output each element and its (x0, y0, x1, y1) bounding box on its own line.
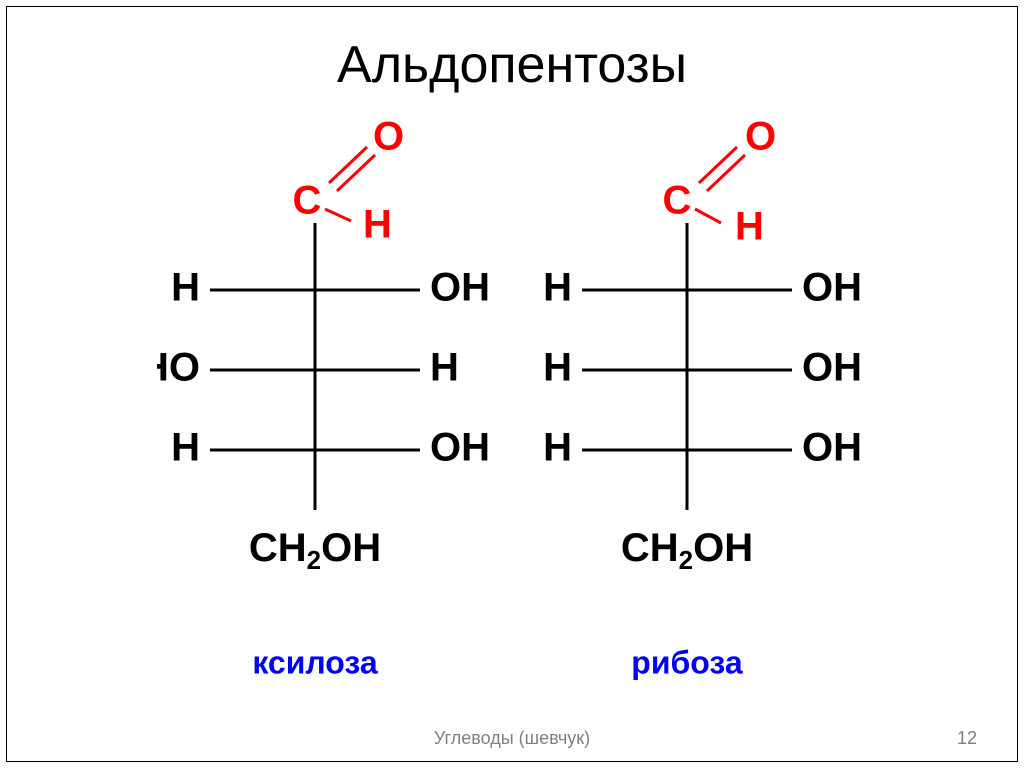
chem-svg: OCHHOHHOHHOHCH2OHксилозаOCHHOHHOHHOHCH2O… (157, 115, 881, 685)
svg-text:CH2OH: CH2OH (621, 526, 753, 575)
svg-text:OH: OH (430, 426, 490, 470)
slide-frame: Альдопентозы OCHHOHHOHHOHCH2OHксилозаOCH… (6, 6, 1018, 762)
svg-text:ксилоза: ксилоза (252, 644, 378, 680)
svg-text:O: O (745, 115, 776, 159)
svg-text:H: H (735, 205, 764, 249)
svg-text:H: H (363, 203, 392, 247)
svg-text:CH2OH: CH2OH (249, 526, 381, 575)
svg-text:OH: OH (802, 346, 862, 390)
page-title: Альдопентозы (7, 35, 1017, 95)
svg-text:O: O (373, 115, 404, 159)
svg-text:H: H (171, 426, 200, 470)
svg-text:OH: OH (802, 266, 862, 310)
svg-text:OH: OH (430, 266, 490, 310)
svg-text:H: H (543, 426, 572, 470)
page-number: 12 (957, 728, 977, 749)
svg-text:C: C (293, 179, 322, 223)
svg-text:OH: OH (802, 426, 862, 470)
fischer-diagram: OCHHOHHOHHOHCH2OHксилозаOCHHOHHOHHOHCH2O… (157, 115, 881, 685)
svg-text:H: H (543, 346, 572, 390)
svg-text:рибоза: рибоза (631, 644, 743, 680)
svg-text:H: H (430, 346, 459, 390)
svg-text:H: H (171, 266, 200, 310)
svg-text:H: H (543, 266, 572, 310)
svg-text:HO: HO (157, 346, 200, 390)
svg-text:C: C (663, 179, 692, 223)
footer-author: Углеводы (шевчук) (7, 728, 1017, 749)
